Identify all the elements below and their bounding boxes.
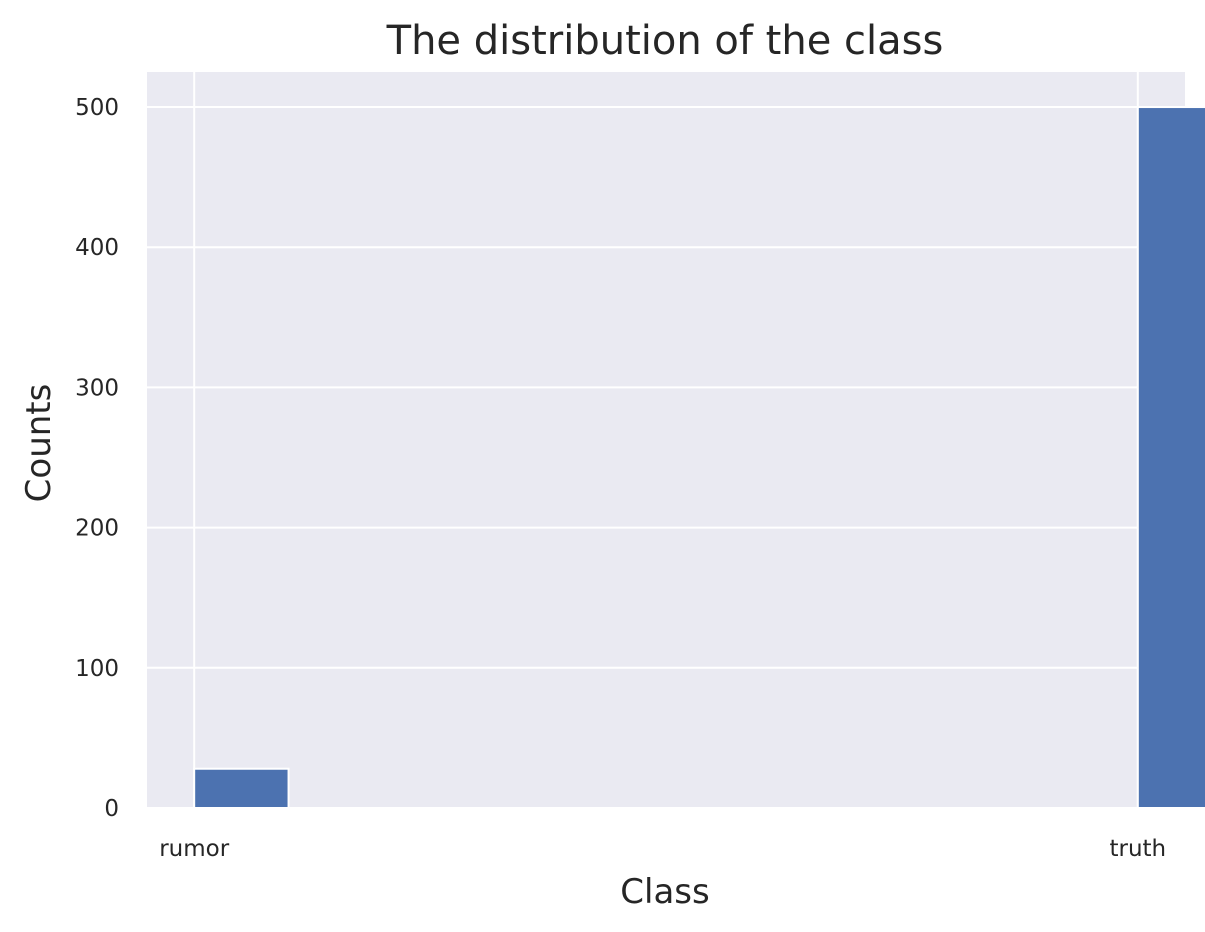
y-tick-label-0: 0 (104, 796, 119, 822)
y-tick-labels: 0 100 200 300 400 500 (75, 95, 119, 822)
chart-title: The distribution of the class (386, 18, 944, 64)
bar-rumor (193, 767, 290, 809)
plot-area (147, 72, 1185, 808)
bar-truth (1136, 106, 1205, 810)
y-tick-label-500: 500 (75, 95, 119, 121)
x-axis-label: Class (620, 872, 709, 912)
y-tick-label-300: 300 (75, 375, 119, 401)
bars (193, 106, 1205, 810)
grid-lines (147, 72, 1185, 809)
x-tick-label-rumor: rumor (159, 836, 230, 862)
y-tick-label-400: 400 (75, 235, 119, 261)
y-axis-label: Counts (19, 384, 59, 503)
y-tick-label-200: 200 (75, 516, 119, 542)
x-tick-labels: rumor truth (159, 836, 1166, 862)
y-tick-label-100: 100 (75, 656, 119, 682)
x-tick-label-truth: truth (1109, 836, 1166, 862)
